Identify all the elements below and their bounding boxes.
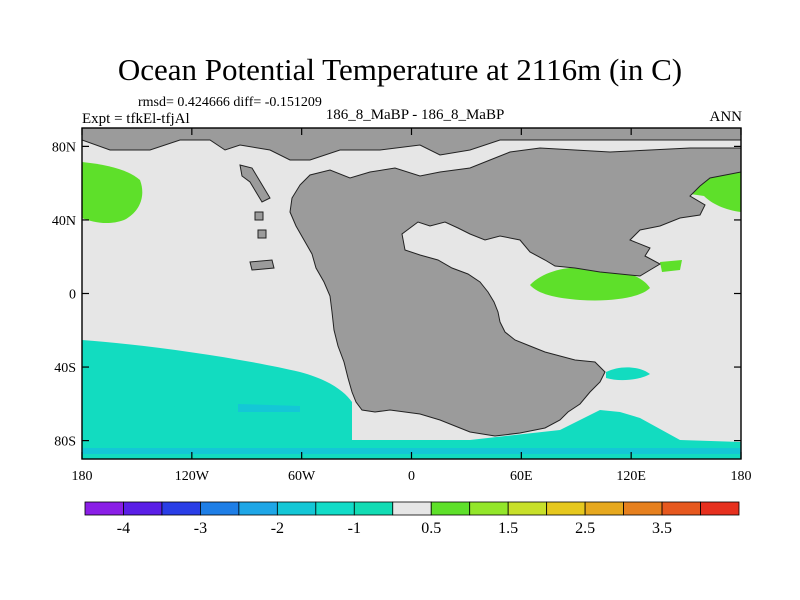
small-island-2 <box>254 211 264 221</box>
colorbar-label: -1 <box>348 520 361 537</box>
lon-tick-label: 120E <box>616 469 646 484</box>
latitude-axis: 80N 40N 0 40S 80S <box>52 140 741 450</box>
colorbar-swatch <box>623 501 663 516</box>
lat-tick-label: 40S <box>54 361 76 376</box>
colorbar-swatch <box>123 501 163 516</box>
main-continent <box>289 147 741 437</box>
colorbar-swatch <box>546 501 586 516</box>
lon-tick-label: 60E <box>510 469 533 484</box>
lat-tick-label: 80N <box>52 140 76 155</box>
lon-tick-label: 180 <box>731 469 752 484</box>
colorbar-label: 2.5 <box>575 520 595 537</box>
colorbar-swatch <box>507 501 548 516</box>
colorbar-swatch <box>584 501 624 516</box>
colorbar-swatch <box>238 501 278 516</box>
colorbar-swatch <box>353 501 394 516</box>
colorbar-swatch <box>84 501 124 516</box>
colorbar-swatch <box>200 501 240 516</box>
lat-tick-label: 40N <box>52 214 76 229</box>
lon-tick-label: 60W <box>288 469 316 484</box>
colorbar-swatch <box>315 501 355 516</box>
land-masses <box>82 128 741 437</box>
western-island-chain <box>239 164 271 203</box>
colorbar-swatch <box>700 501 740 516</box>
lon-tick-label: 180 <box>72 469 93 484</box>
southern-cyan-band <box>82 340 741 459</box>
sea-green-patch <box>660 260 682 272</box>
colorbar-label: 1.5 <box>498 520 518 537</box>
period-label: ANN <box>709 109 743 125</box>
case-label: 186_8_MaBP - 186_8_MaBP <box>325 107 505 123</box>
colorbar-label: -4 <box>117 520 130 537</box>
colorbar: -4 -3 -2 -1 0.5 1.5 2.5 3.5 <box>84 501 740 537</box>
deep-cyan-patch <box>238 404 300 412</box>
deep-cyan-strip <box>82 448 741 454</box>
lat-tick-label: 80S <box>54 435 76 450</box>
north-west-green-patch <box>82 162 143 224</box>
colorbar-label: -3 <box>194 520 207 537</box>
lon-tick-label: 120W <box>175 469 210 484</box>
lon-tick-label: 0 <box>408 469 415 484</box>
experiment-label: Expt = tfkEl-tfjAl <box>82 111 190 127</box>
north-west-land <box>82 128 741 161</box>
colorbar-swatch <box>661 501 701 516</box>
equatorial-green-patch <box>530 267 650 301</box>
small-island <box>249 259 275 271</box>
east-cyan-patch <box>606 367 650 381</box>
longitude-axis: 180 120W 60W 0 60E 120E 180 <box>72 128 752 484</box>
colorbar-swatch <box>276 501 317 516</box>
lat-tick-label: 0 <box>69 288 76 303</box>
southern-cyan-tongue <box>82 396 230 420</box>
colorbar-swatch <box>392 501 432 516</box>
colorbar-label: 3.5 <box>652 520 672 537</box>
colorbar-swatch <box>469 501 509 516</box>
colorbar-label: -2 <box>271 520 284 537</box>
colorbar-swatch <box>161 501 201 516</box>
map-field <box>82 128 741 459</box>
colorbar-swatch <box>430 501 471 516</box>
plot-title: Ocean Potential Temperature at 2116m (in… <box>117 52 683 87</box>
stats-label: rmsd= 0.424666 diff= -0.151209 <box>138 95 322 110</box>
colorbar-label: 0.5 <box>421 520 441 537</box>
small-island-3 <box>257 229 267 239</box>
